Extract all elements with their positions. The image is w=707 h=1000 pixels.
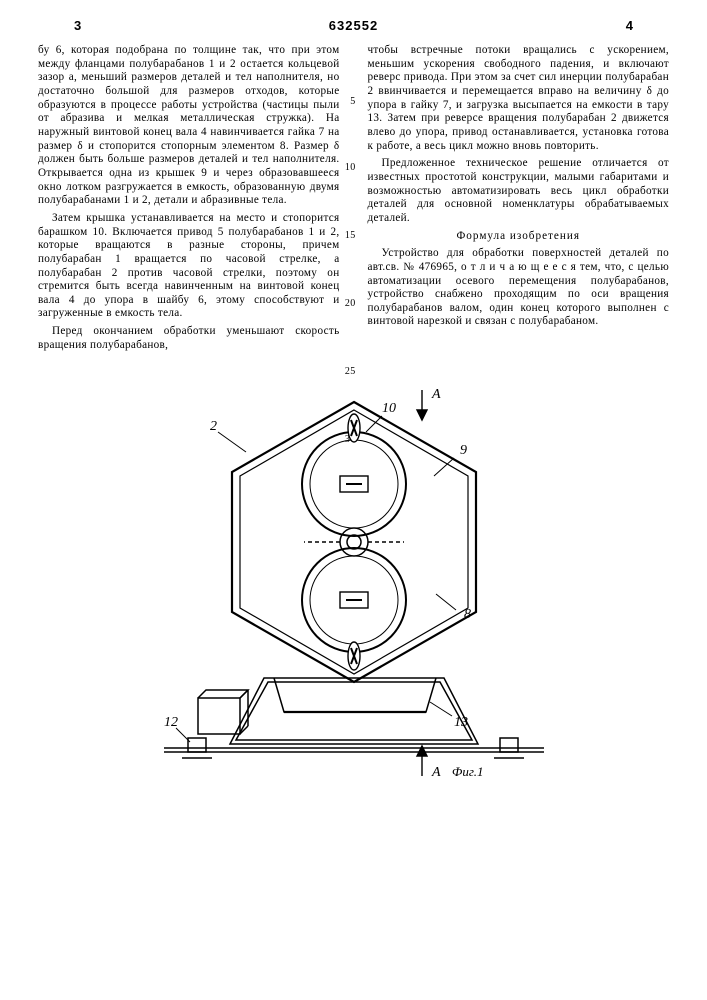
right-p2: Предложенное техническое решение отличае… bbox=[368, 157, 670, 225]
lineno-10: 10 bbox=[345, 162, 356, 174]
left-p2: Затем крышка устанавливается на место и … bbox=[38, 212, 340, 321]
right-p3: Устройство для обработки поверхностей де… bbox=[368, 247, 670, 329]
fig-label-13: 13 bbox=[454, 715, 468, 730]
right-p1: чтобы встречные потоки вращались с ускор… bbox=[368, 44, 670, 153]
fig-label-2: 2 bbox=[210, 419, 217, 434]
fig-label-9: 9 bbox=[460, 443, 467, 458]
fig-label-12: 12 bbox=[164, 715, 178, 730]
page-header: 3 632552 4 bbox=[38, 18, 669, 38]
document-number: 632552 bbox=[329, 18, 378, 33]
lineno-25: 25 bbox=[345, 366, 356, 378]
left-column: бу 6, которая подобрана по толщине так, … bbox=[38, 44, 340, 356]
formula-title: Формула изобретения bbox=[368, 230, 670, 244]
page-num-right: 4 bbox=[626, 18, 633, 33]
fig-label-A-bot: А bbox=[431, 765, 441, 780]
left-p3: Перед окончанием обработки уменьшают ско… bbox=[38, 325, 340, 352]
lineno-20: 20 bbox=[345, 298, 356, 310]
fig-label-8: 8 bbox=[464, 607, 471, 622]
lineno-5: 5 bbox=[350, 96, 355, 108]
fig-label-A-top: А bbox=[431, 387, 441, 402]
figure-1: 2 10 А 9 8 13 12 А Фиг.1 bbox=[134, 380, 574, 780]
figure-caption: Фиг.1 bbox=[452, 764, 484, 780]
text-columns: бу 6, которая подобрана по толщине так, … bbox=[38, 44, 669, 356]
lineno-15: 15 bbox=[345, 230, 356, 242]
right-column: чтобы встречные потоки вращались с ускор… bbox=[368, 44, 670, 356]
fig-label-10: 10 bbox=[382, 401, 396, 416]
page-num-left: 3 bbox=[74, 18, 81, 33]
left-p1: бу 6, которая подобрана по толщине так, … bbox=[38, 44, 340, 208]
figure-svg: 2 10 А 9 8 13 12 А bbox=[134, 380, 574, 780]
